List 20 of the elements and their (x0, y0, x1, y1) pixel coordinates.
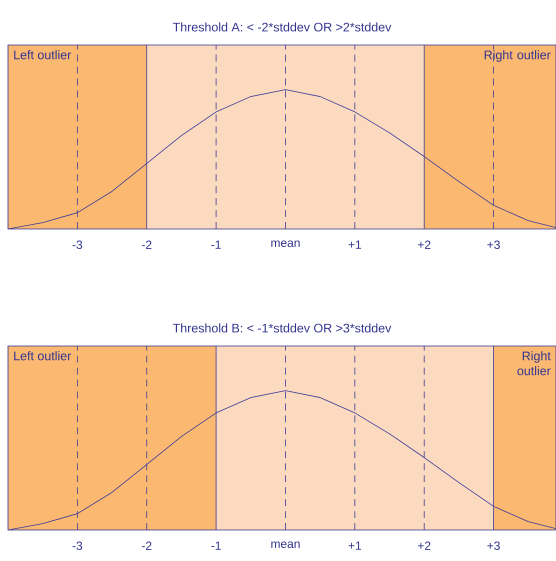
x-tick-label: -3 (72, 541, 82, 550)
chart-title: Threshold B: < -1*stddev OR >3*stddev (172, 323, 392, 333)
x-tick-label: -2 (142, 541, 152, 550)
x-tick-label: +1 (348, 240, 362, 249)
x-tick-label: -1 (211, 541, 221, 550)
x-tick-label: mean (271, 240, 300, 248)
x-tick-label: mean (271, 541, 300, 548)
x-tick-label: +3 (487, 240, 500, 249)
band-label: Right outlier (517, 351, 551, 376)
x-tick-label: +2 (418, 240, 430, 249)
x-tick-label: +1 (348, 541, 362, 550)
x-tick-label: +3 (487, 541, 500, 550)
band-label: Right outlier (484, 50, 551, 62)
band-label: Left outlier (14, 351, 72, 360)
x-tick-label: -2 (142, 240, 152, 249)
x-tick-label: -3 (72, 240, 82, 249)
x-tick-label: -1 (211, 240, 221, 249)
chart-title: Threshold A: < -2*stddev OR >2*stddev (172, 22, 392, 32)
x-tick-label: +2 (418, 541, 430, 550)
band-label: Left outlier (14, 50, 72, 60)
